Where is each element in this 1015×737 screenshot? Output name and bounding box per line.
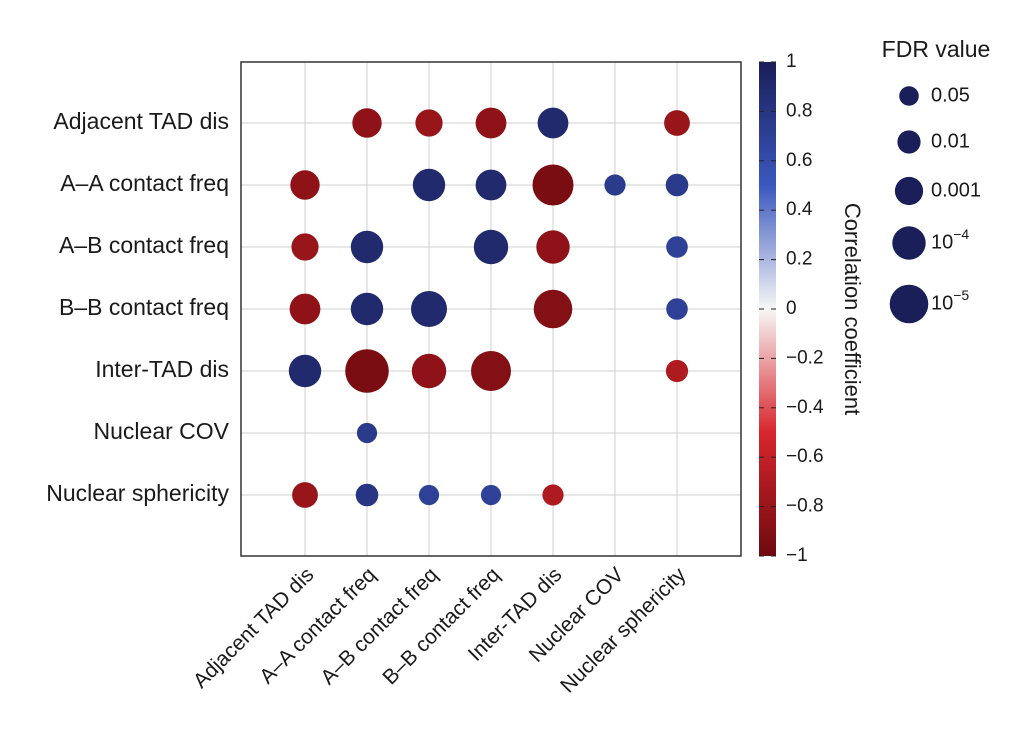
legend-label: 0.001 [931, 179, 981, 201]
colorbar-tick-label: −0.6 [786, 446, 824, 467]
bubble-layer [288, 107, 690, 508]
correlation-bubble [665, 359, 689, 383]
correlation-bubble [290, 170, 320, 200]
correlation-bubble [666, 236, 688, 258]
legend-label: 0.05 [931, 84, 970, 106]
correlation-bubble [664, 110, 690, 136]
correlation-bubble [542, 484, 564, 506]
legend-label: 10−5 [931, 287, 969, 315]
colorbar-tick-label: −0.2 [786, 347, 824, 368]
legend-bubble [894, 176, 924, 206]
legend-label: 0.01 [931, 130, 970, 152]
correlation-bubble [604, 174, 626, 196]
fdr-size-legend: FDR value 0.05 0.01 0.001 10−4 10−5 [882, 36, 991, 324]
column-label: A–B contact freq [316, 563, 442, 689]
correlation-bubble [473, 229, 509, 265]
correlation-bubble [411, 291, 447, 327]
colorbar-tick-label: 0.8 [786, 100, 812, 121]
colorbar-tick-label: 1 [786, 51, 797, 72]
colorbar-gradient [759, 62, 776, 556]
row-label: Nuclear COV [94, 418, 230, 444]
colorbar-title: Correlation coefficient [840, 203, 865, 415]
legend-bubble [899, 86, 919, 106]
row-labels: Adjacent TAD dis A–A contact freq A–B cont… [46, 108, 229, 506]
correlation-bubble [471, 351, 511, 391]
correlation-bubble [356, 422, 378, 444]
colorbar-tick-label: 0.6 [786, 150, 812, 171]
correlation-bubble [350, 230, 384, 264]
correlation-bubble [475, 169, 507, 201]
row-label: Adjacent TAD dis [53, 108, 229, 134]
legend-bubble [892, 226, 926, 260]
correlation-bubble [289, 293, 321, 325]
correlation-bubble [411, 353, 447, 389]
row-label: A–B contact freq [59, 232, 229, 258]
correlation-bubble [418, 484, 440, 506]
correlation-bubble [536, 230, 570, 264]
legend-bubble [897, 130, 921, 154]
colorbar-tick-label: −0.8 [786, 496, 824, 517]
correlation-bubble [480, 484, 502, 506]
legend-bubble [889, 284, 929, 324]
correlation-bubble [666, 298, 688, 320]
correlation-bubble [533, 289, 573, 329]
correlation-bubble [537, 107, 569, 139]
correlation-bubble [352, 108, 382, 138]
column-label: B–B contact freq [378, 563, 504, 689]
correlation-bubble [288, 354, 322, 388]
correlation-bubble [415, 109, 443, 137]
correlation-bubble [475, 107, 507, 139]
colorbar-tick-label: 0 [786, 298, 797, 319]
colorbar: 1 0.8 0.6 0.4 0.2 0 −0.2 −0.4 −0.6 −0.8 −1 [759, 51, 824, 566]
correlation-bubble [292, 482, 318, 508]
legend-label-exponent: −4 [953, 226, 969, 242]
row-label: B–B contact freq [59, 294, 229, 320]
row-label: Inter-TAD dis [95, 356, 229, 382]
correlation-bubble [291, 233, 319, 261]
legend-title: FDR value [882, 36, 991, 62]
column-label: A–A contact freq [255, 563, 380, 688]
correlation-bubble [532, 164, 574, 206]
correlation-bubble [665, 173, 689, 197]
row-label: Nuclear sphericity [46, 480, 229, 506]
legend-label: 10−4 [931, 226, 969, 254]
row-label: A–A contact freq [60, 170, 229, 196]
legend-label-exponent: −5 [953, 287, 969, 303]
correlation-bubble [355, 483, 379, 507]
correlation-bubble [412, 168, 446, 202]
colorbar-tick-label: 0.4 [786, 199, 813, 220]
correlation-bubble [345, 349, 389, 393]
colorbar-tick-label: −1 [786, 545, 808, 566]
colorbar-tick-label: 0.2 [786, 249, 812, 270]
correlation-bubble [350, 292, 384, 326]
colorbar-tick-label: −0.4 [786, 397, 824, 418]
plot-frame [240, 61, 742, 557]
